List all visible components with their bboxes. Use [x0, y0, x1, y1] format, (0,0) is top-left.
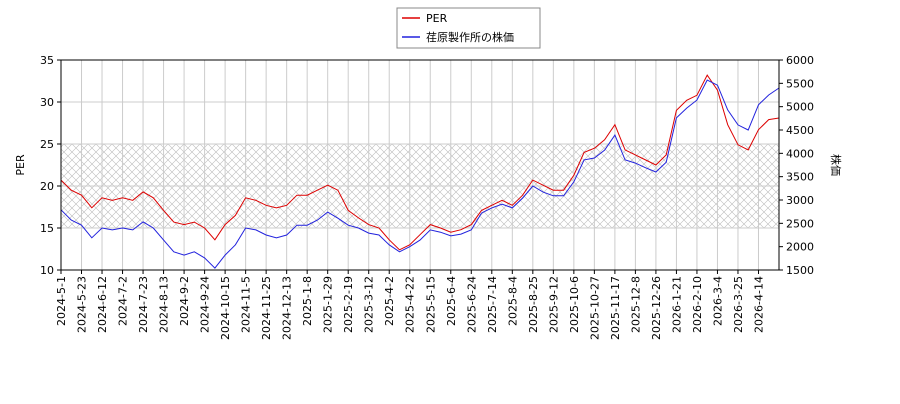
x-tick-label: 2025-7-14 [486, 276, 499, 333]
x-tick-label: 2024-5-1 [55, 276, 68, 326]
y2-tick-label: 3500 [786, 171, 814, 184]
x-tick-label: 2025-6-4 [445, 276, 458, 326]
y-tick-label: 20 [40, 180, 54, 193]
y2-tick-label: 5000 [786, 101, 814, 114]
x-tick-label: 2026-3-4 [711, 276, 724, 326]
x-tick-label: 2025-4-22 [404, 276, 417, 333]
x-tick-label: 2025-11-17 [609, 276, 622, 340]
x-tick-label: 2024-11-5 [240, 276, 253, 333]
x-tick-label: 2025-6-24 [465, 276, 478, 333]
plot-frame [60, 59, 780, 271]
y-tick-label: 35 [40, 54, 54, 67]
y2-tick-label: 2500 [786, 217, 814, 230]
x-tick-label: 2025-10-6 [568, 276, 581, 333]
x-tick-label: 2024-8-13 [158, 276, 171, 333]
y2-tick-label: 5500 [786, 77, 814, 90]
x-tick-label: 2024-5-23 [76, 276, 89, 333]
x-tick-label: 2024-9-2 [178, 276, 191, 326]
x-tick-label: 2026-2-10 [691, 276, 704, 333]
y-axis-label: PER [14, 154, 27, 176]
x-tick-label: 2025-10-27 [588, 276, 601, 340]
x-tick-label: 2025-1-8 [301, 276, 314, 326]
x-tick-label: 2025-4-2 [383, 276, 396, 326]
legend-label: PER [426, 12, 448, 25]
x-tick-label: 2025-1-29 [322, 276, 335, 333]
x-tick-label: 2024-11-25 [260, 276, 273, 340]
y-tick-label: 25 [40, 138, 54, 151]
x-tick-label: 2024-9-24 [199, 276, 212, 333]
x-tick-label: 2026-1-21 [670, 276, 683, 333]
x-tick-label: 2025-12-26 [650, 276, 663, 340]
y-tick-label: 15 [40, 222, 54, 235]
x-tick-label: 2025-9-12 [547, 276, 560, 333]
y-tick-label: 30 [40, 96, 54, 109]
y2-tick-label: 3000 [786, 194, 814, 207]
x-tick-label: 2026-4-14 [752, 276, 765, 333]
x-tick-label: 2024-12-13 [281, 276, 294, 340]
x-tick-label: 2025-8-25 [527, 276, 540, 333]
x-tick-label: 2024-7-23 [137, 276, 150, 333]
x-tick-label: 2025-12-8 [629, 276, 642, 333]
x-tick-label: 2025-3-12 [363, 276, 376, 333]
x-tick-label: 2025-5-15 [424, 276, 437, 333]
y-tick-label: 10 [40, 264, 54, 277]
x-tick-label: 2026-3-25 [732, 276, 745, 333]
y2-tick-label: 4000 [786, 147, 814, 160]
x-tick-label: 2024-10-15 [219, 276, 232, 340]
line-series [60, 79, 780, 269]
legend-label: 荏原製作所の株価 [426, 30, 514, 44]
legend: PER 荏原製作所の株価 [396, 7, 541, 49]
x-tick-label: 2024-7-2 [117, 276, 130, 326]
legend-box [396, 7, 541, 49]
line-series [60, 74, 780, 251]
x-tick-label: 2025-2-19 [342, 276, 355, 333]
y2-axis-label: 株価 [829, 154, 843, 176]
x-tick-label: 2025-8-4 [506, 276, 519, 326]
y2-tick-label: 4500 [786, 124, 814, 137]
y2-tick-label: 6000 [786, 54, 814, 67]
y2-tick-label: 2000 [786, 241, 814, 254]
y2-tick-label: 1500 [786, 264, 814, 277]
x-tick-label: 2024-6-12 [96, 276, 109, 333]
